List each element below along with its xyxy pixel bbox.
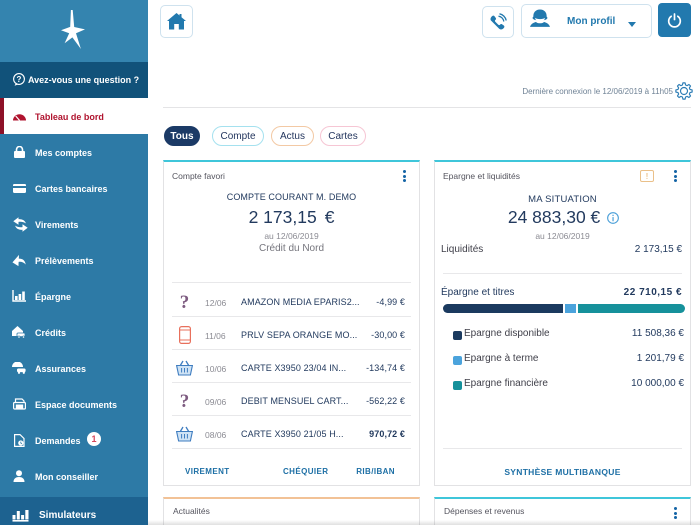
svg-text:?: ?: [17, 75, 22, 84]
